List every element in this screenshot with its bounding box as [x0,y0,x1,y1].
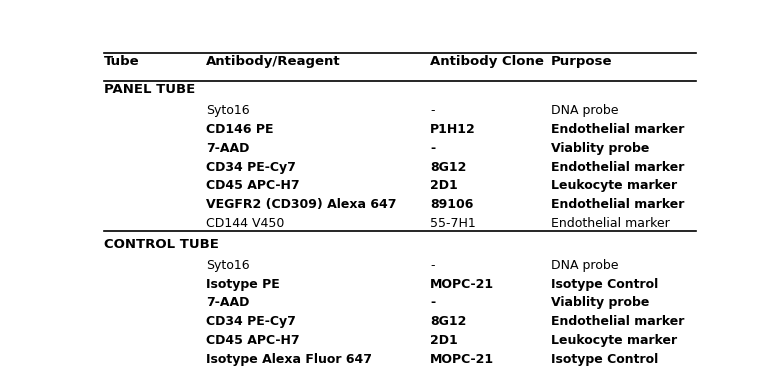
Text: Endothelial marker: Endothelial marker [551,315,684,328]
Text: 7-AAD: 7-AAD [206,142,250,155]
Text: VEGFR2 (CD309) Alexa 647: VEGFR2 (CD309) Alexa 647 [206,198,397,211]
Text: CD146 PE: CD146 PE [206,123,274,136]
Text: -: - [430,296,435,309]
Text: Isotype Control: Isotype Control [551,278,658,290]
Text: Endothelial marker: Endothelial marker [551,123,684,136]
Text: Endothelial marker: Endothelial marker [551,161,684,174]
Text: -: - [430,142,435,155]
Text: Endothelial marker: Endothelial marker [551,217,669,230]
Text: MOPC-21: MOPC-21 [430,353,494,366]
Text: 7-AAD: 7-AAD [206,296,250,309]
Text: Endothelial marker: Endothelial marker [551,198,684,211]
Text: Leukocyte marker: Leukocyte marker [551,334,677,347]
Text: CD45 APC-H7: CD45 APC-H7 [206,179,300,192]
Text: 89106: 89106 [430,198,473,211]
Text: PANEL TUBE: PANEL TUBE [104,83,195,96]
Text: Isotype PE: Isotype PE [206,278,280,290]
Text: Antibody/Reagent: Antibody/Reagent [206,55,341,68]
Text: Viablity probe: Viablity probe [551,296,649,309]
Text: Purpose: Purpose [551,55,612,68]
Text: 8G12: 8G12 [430,315,466,328]
Text: CD144 V450: CD144 V450 [206,217,285,230]
Text: DNA probe: DNA probe [551,104,619,117]
Text: -: - [430,259,434,272]
Text: 55-7H1: 55-7H1 [430,217,476,230]
Text: 2D1: 2D1 [430,179,458,192]
Text: Syto16: Syto16 [206,104,250,117]
Text: CD34 PE-Cy7: CD34 PE-Cy7 [206,315,296,328]
Text: CD45 APC-H7: CD45 APC-H7 [206,334,300,347]
Text: DNA probe: DNA probe [551,259,619,272]
Text: MOPC-21: MOPC-21 [430,278,494,290]
Text: Leukocyte marker: Leukocyte marker [551,179,677,192]
Text: Tube: Tube [104,55,139,68]
Text: Viablity probe: Viablity probe [551,142,649,155]
Text: -: - [430,104,434,117]
Text: 8G12: 8G12 [430,161,466,174]
Text: Syto16: Syto16 [206,259,250,272]
Text: Isotype Control: Isotype Control [551,353,658,366]
Text: Isotype Alexa Fluor 647: Isotype Alexa Fluor 647 [206,353,372,366]
Text: CD34 PE-Cy7: CD34 PE-Cy7 [206,161,296,174]
Text: P1H12: P1H12 [430,123,476,136]
Text: Antibody Clone: Antibody Clone [430,55,544,68]
Text: CONTROL TUBE: CONTROL TUBE [104,238,218,251]
Text: 2D1: 2D1 [430,334,458,347]
